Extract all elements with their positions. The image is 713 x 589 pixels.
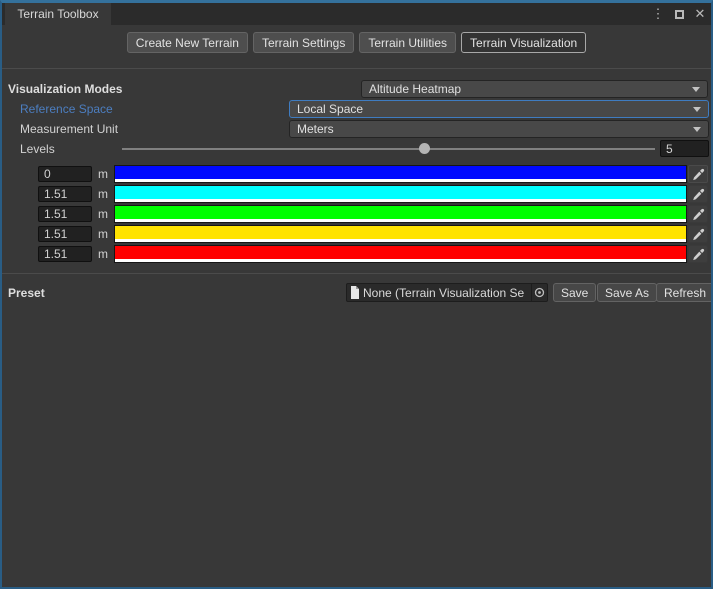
- preset-object-value: None (Terrain Visualization Se: [363, 285, 525, 300]
- visualization-mode-dropdown[interactable]: Altitude Heatmap: [361, 80, 708, 98]
- save-as-button[interactable]: Save As: [597, 283, 658, 302]
- eyedropper-icon: [692, 228, 704, 240]
- measurement-unit-dropdown[interactable]: Meters: [289, 120, 709, 138]
- refresh-button[interactable]: Refresh: [656, 283, 711, 302]
- tab-terrain-toolbox[interactable]: Terrain Toolbox: [5, 3, 111, 25]
- level-color-swatch[interactable]: [114, 165, 687, 183]
- level-unit-label: m: [98, 207, 108, 221]
- levels-slider-thumb[interactable]: [419, 143, 430, 154]
- level-value-field[interactable]: [38, 246, 92, 262]
- preset-label: Preset: [8, 286, 45, 300]
- levels-slider-track[interactable]: [122, 148, 655, 150]
- window-controls: ⋮ ✕: [651, 3, 707, 25]
- eyedropper-icon: [692, 188, 704, 200]
- alpha-band: [115, 239, 686, 242]
- terrain-visualization-button[interactable]: Terrain Visualization: [461, 32, 587, 53]
- document-icon: [351, 286, 359, 299]
- eyedropper-icon: [692, 208, 704, 220]
- level-color-swatch[interactable]: [114, 225, 687, 243]
- picker-target-glyph: [534, 287, 545, 298]
- alpha-band: [115, 219, 686, 222]
- visualization-mode-value: Altitude Heatmap: [369, 82, 462, 96]
- level-unit-label: m: [98, 167, 108, 181]
- level-unit-label: m: [98, 187, 108, 201]
- eyedropper-button[interactable]: [688, 245, 708, 263]
- maximize-box-glyph: [674, 9, 684, 19]
- level-color-swatch[interactable]: [114, 205, 687, 223]
- level-value-field[interactable]: [38, 206, 92, 222]
- separator-preset: [2, 273, 711, 274]
- level-value-field[interactable]: [38, 226, 92, 242]
- reference-space-dropdown[interactable]: Local Space: [289, 100, 709, 118]
- eyedropper-button[interactable]: [688, 185, 708, 203]
- reference-space-label: Reference Space: [20, 102, 113, 116]
- visualization-modes-label: Visualization Modes: [8, 82, 123, 96]
- level-unit-label: m: [98, 227, 108, 241]
- object-picker-icon[interactable]: [531, 284, 547, 301]
- eyedropper-button[interactable]: [688, 225, 708, 243]
- toolbox-tab-buttons: Create New Terrain Terrain Settings Terr…: [2, 32, 711, 53]
- color-band: [115, 186, 686, 199]
- chevron-down-icon: [693, 106, 701, 112]
- close-icon[interactable]: ✕: [694, 6, 706, 21]
- measurement-unit-label: Measurement Unit: [20, 122, 119, 136]
- reference-space-value: Local Space: [297, 102, 364, 116]
- eyedropper-icon: [692, 168, 704, 180]
- create-new-terrain-button[interactable]: Create New Terrain: [126, 32, 248, 53]
- menu-dots-icon[interactable]: ⋮: [651, 6, 665, 21]
- chevron-down-icon: [692, 86, 700, 92]
- color-band: [115, 166, 686, 179]
- eyedropper-button[interactable]: [688, 205, 708, 223]
- eyedropper-icon: [692, 248, 704, 260]
- preset-object-field[interactable]: None (Terrain Visualization Se: [346, 283, 548, 302]
- tab-bar: Terrain Toolbox ⋮ ✕: [2, 3, 711, 25]
- terrain-settings-button[interactable]: Terrain Settings: [252, 32, 355, 53]
- levels-value-field[interactable]: [660, 140, 709, 157]
- eyedropper-button[interactable]: [688, 165, 708, 183]
- color-band: [115, 206, 686, 219]
- level-color-swatch[interactable]: [114, 245, 687, 263]
- chevron-down-icon: [693, 126, 701, 132]
- level-color-swatch[interactable]: [114, 185, 687, 203]
- measurement-unit-value: Meters: [297, 122, 334, 136]
- levels-label: Levels: [20, 142, 55, 156]
- save-button[interactable]: Save: [553, 283, 597, 302]
- alpha-band: [115, 259, 686, 262]
- alpha-band: [115, 179, 686, 182]
- color-band: [115, 226, 686, 239]
- color-band: [115, 246, 686, 259]
- maximize-icon[interactable]: [672, 7, 686, 21]
- alpha-band: [115, 199, 686, 202]
- level-value-field[interactable]: [38, 186, 92, 202]
- level-unit-label: m: [98, 247, 108, 261]
- separator-top: [2, 68, 711, 69]
- terrain-utilities-button[interactable]: Terrain Utilities: [359, 32, 457, 53]
- window-title: Terrain Toolbox: [17, 7, 99, 21]
- level-value-field[interactable]: [38, 166, 92, 182]
